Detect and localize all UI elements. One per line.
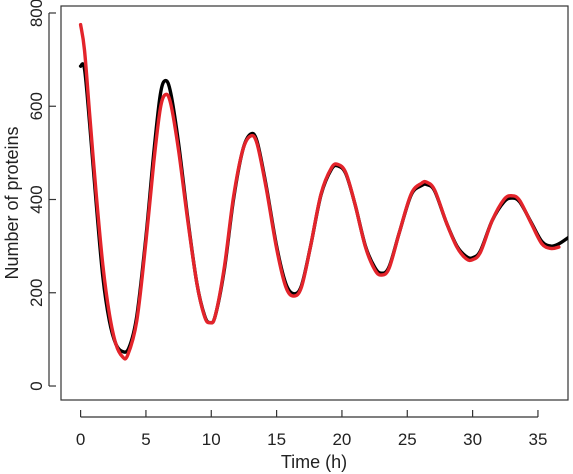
- y-tick-label: 200: [27, 279, 46, 307]
- y-tick-label: 0: [27, 381, 46, 390]
- series-line-black: [78, 62, 568, 354]
- y-tick-label: 800: [27, 0, 46, 27]
- series-line-red: [78, 22, 561, 361]
- plot-frame: [60, 5, 569, 401]
- x-axis-title: Time (h): [281, 452, 347, 472]
- x-tick-label: 0: [76, 430, 85, 449]
- x-tick-label: 25: [398, 430, 417, 449]
- x-tick-label: 15: [267, 430, 286, 449]
- x-tick-label: 10: [202, 430, 221, 449]
- y-tick-label: 600: [27, 92, 46, 120]
- x-tick-label: 30: [463, 430, 482, 449]
- x-tick-label: 20: [332, 430, 351, 449]
- x-axis: 0 5 10 15 20 25 30 35: [76, 410, 547, 449]
- y-axis: 0 200 400 600 800: [27, 0, 56, 391]
- x-tick-label: 5: [141, 430, 150, 449]
- y-tick-label: 400: [27, 185, 46, 213]
- y-axis-title: Number of proteins: [2, 126, 22, 279]
- series-layer: [78, 22, 568, 361]
- x-tick-label: 35: [528, 430, 547, 449]
